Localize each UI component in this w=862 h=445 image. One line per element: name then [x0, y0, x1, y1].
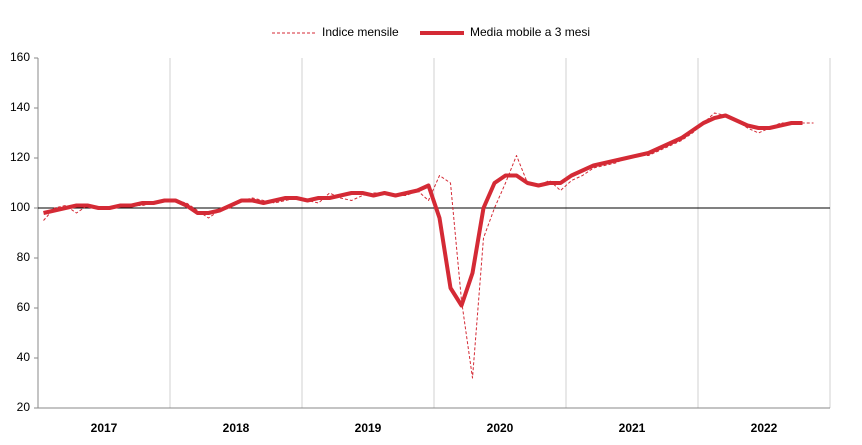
y-tick-label: 40 — [17, 350, 31, 364]
y-tick-label: 120 — [10, 150, 30, 164]
y-tick-label: 20 — [17, 400, 31, 414]
x-tick-label: 2017 — [91, 421, 118, 435]
y-tick-label: 140 — [10, 100, 30, 114]
x-tick-label: 2022 — [751, 421, 778, 435]
legend-label: Media mobile a 3 mesi — [470, 25, 590, 39]
y-tick-label: 100 — [10, 200, 30, 214]
x-tick-label: 2018 — [223, 421, 250, 435]
y-tick-label: 160 — [10, 50, 30, 64]
x-tick-label: 2019 — [355, 421, 382, 435]
x-tick-label: 2020 — [487, 421, 514, 435]
legend-label: Indice mensile — [322, 25, 399, 39]
series-line — [43, 113, 803, 308]
x-tick-label: 2021 — [619, 421, 646, 435]
y-tick-label: 80 — [17, 250, 31, 264]
y-tick-label: 60 — [17, 300, 31, 314]
